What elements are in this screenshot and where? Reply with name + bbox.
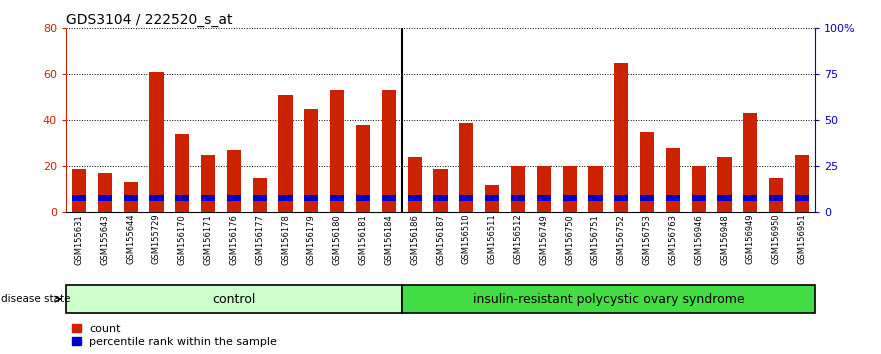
- Bar: [485, 195, 500, 201]
- Bar: [330, 91, 344, 212]
- Bar: [201, 195, 215, 201]
- Bar: [98, 195, 112, 201]
- Bar: [72, 195, 86, 201]
- Bar: [537, 195, 551, 201]
- Bar: [330, 195, 344, 201]
- Bar: [717, 195, 731, 201]
- Bar: [175, 195, 189, 201]
- Text: disease state: disease state: [2, 294, 70, 304]
- Bar: [744, 195, 758, 201]
- Bar: [640, 132, 655, 212]
- Bar: [201, 155, 215, 212]
- Bar: [175, 134, 189, 212]
- Bar: [66, 285, 402, 313]
- Bar: [562, 195, 577, 201]
- Bar: [304, 195, 319, 201]
- Legend: count, percentile rank within the sample: count, percentile rank within the sample: [71, 324, 278, 347]
- Text: control: control: [212, 293, 255, 306]
- Bar: [485, 185, 500, 212]
- Bar: [795, 195, 809, 201]
- Bar: [589, 166, 603, 212]
- Bar: [304, 109, 319, 212]
- Bar: [640, 195, 655, 201]
- Bar: [226, 195, 241, 201]
- Bar: [72, 169, 86, 212]
- Bar: [459, 195, 473, 201]
- Bar: [614, 63, 628, 212]
- Bar: [253, 178, 267, 212]
- Bar: [356, 195, 370, 201]
- Bar: [150, 195, 164, 201]
- Bar: [537, 166, 551, 212]
- Bar: [433, 195, 448, 201]
- Bar: [666, 148, 680, 212]
- Bar: [381, 195, 396, 201]
- Bar: [692, 166, 706, 212]
- Bar: [402, 285, 815, 313]
- Bar: [381, 91, 396, 212]
- Bar: [666, 195, 680, 201]
- Bar: [795, 155, 809, 212]
- Bar: [511, 195, 525, 201]
- Bar: [589, 195, 603, 201]
- Text: insulin-resistant polycystic ovary syndrome: insulin-resistant polycystic ovary syndr…: [472, 293, 744, 306]
- Bar: [717, 157, 731, 212]
- Text: GDS3104 / 222520_s_at: GDS3104 / 222520_s_at: [66, 13, 233, 27]
- Bar: [150, 72, 164, 212]
- Bar: [408, 157, 422, 212]
- Bar: [692, 195, 706, 201]
- Bar: [98, 173, 112, 212]
- Bar: [123, 195, 137, 201]
- Bar: [278, 195, 292, 201]
- Bar: [459, 123, 473, 212]
- Bar: [408, 195, 422, 201]
- Bar: [511, 166, 525, 212]
- Bar: [356, 125, 370, 212]
- Bar: [744, 114, 758, 212]
- Bar: [562, 166, 577, 212]
- Bar: [253, 195, 267, 201]
- Bar: [769, 178, 783, 212]
- Bar: [769, 195, 783, 201]
- Bar: [614, 195, 628, 201]
- Bar: [433, 169, 448, 212]
- Bar: [226, 150, 241, 212]
- Bar: [278, 95, 292, 212]
- Bar: [123, 183, 137, 212]
